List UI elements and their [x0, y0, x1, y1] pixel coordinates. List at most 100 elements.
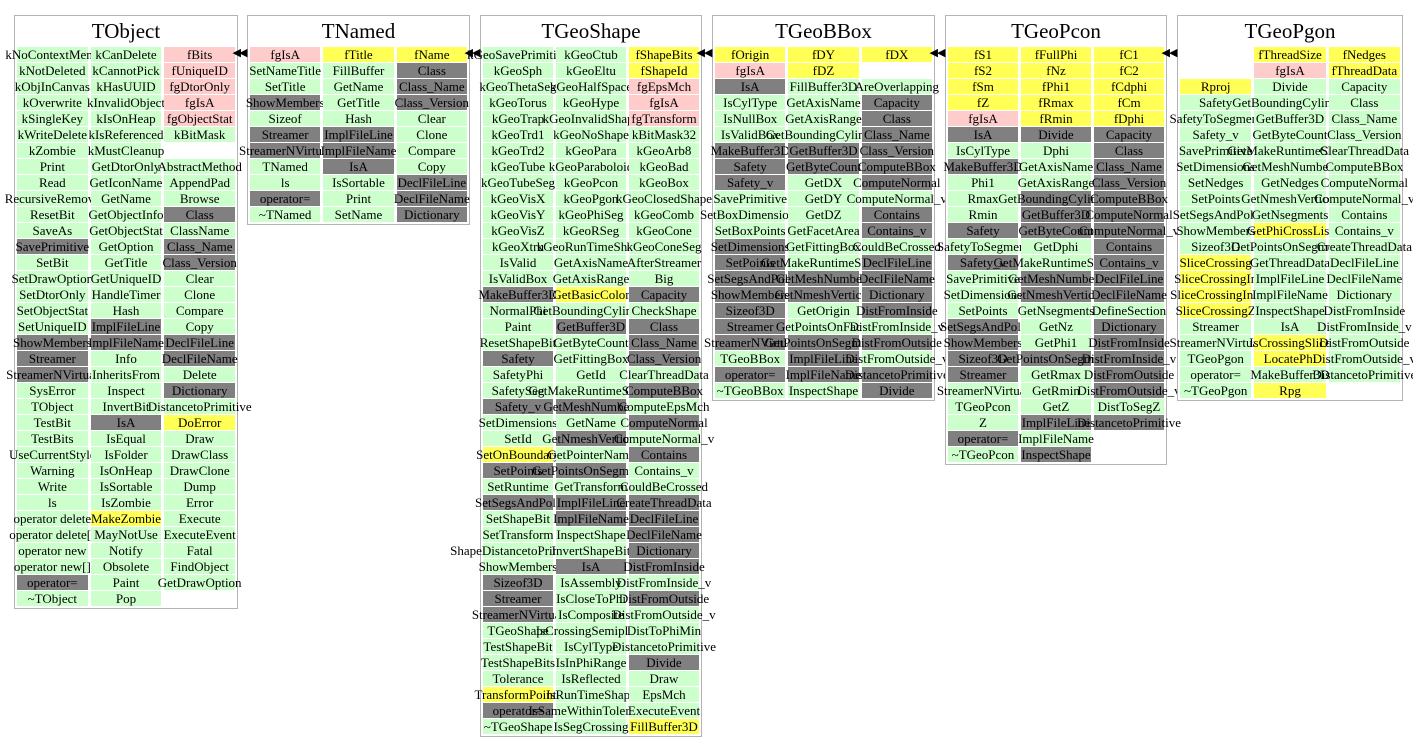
member-cell[interactable]: ShowMembers	[12, 335, 92, 350]
member-cell[interactable]: InspectShape	[1254, 303, 1326, 318]
class-title[interactable]: TGeoPgon	[1244, 19, 1336, 43]
member-cell[interactable]: IsRunTimeShape	[546, 687, 636, 702]
member-cell[interactable]: IsA	[90, 415, 162, 430]
member-cell[interactable]: SetRuntime	[483, 479, 553, 494]
member-cell[interactable]: IsValidBox	[715, 127, 786, 142]
member-cell[interactable]: ComputeNormal_v	[613, 431, 715, 446]
member-cell[interactable]: GetMeshNumbers	[775, 271, 872, 286]
member-cell[interactable]: fNz	[1021, 63, 1091, 78]
member-cell[interactable]: ImplFileLine	[788, 351, 859, 366]
member-cell[interactable]: operator new	[17, 543, 88, 558]
member-cell[interactable]: kGeoPara	[556, 143, 626, 158]
member-cell[interactable]: Capacity	[1094, 127, 1164, 142]
member-cell[interactable]: ~TGeoBBox	[715, 383, 786, 398]
member-cell[interactable]: GetByteCount	[1018, 223, 1094, 238]
member-cell[interactable]: GetRmax	[1021, 367, 1091, 382]
member-cell[interactable]: kGeoRSeg	[556, 223, 626, 238]
member-cell[interactable]: kSingleKey	[17, 111, 88, 126]
member-cell[interactable]: kNotDeleted	[17, 63, 88, 78]
member-cell[interactable]: operator new[]	[13, 559, 91, 574]
member-cell[interactable]: HandleTimer	[90, 287, 162, 302]
member-cell[interactable]: ResetShapeBit	[479, 335, 557, 350]
member-cell[interactable]: fDX	[861, 47, 932, 62]
member-cell[interactable]: SetDimensions	[1176, 159, 1256, 174]
member-cell[interactable]: Class	[1094, 143, 1164, 158]
member-cell[interactable]: TGeoShape	[483, 623, 553, 638]
member-cell[interactable]: Streamer	[17, 351, 88, 366]
member-cell[interactable]: SetDtorOnly	[17, 287, 88, 302]
member-cell[interactable]: GetBoundingCylinder	[1232, 95, 1348, 110]
member-cell[interactable]: Delete	[164, 367, 236, 382]
member-cell[interactable]: DeclFileLine	[629, 511, 699, 526]
member-cell[interactable]: operator=	[1180, 367, 1252, 382]
member-cell[interactable]: DistancetoPrimitive	[844, 367, 949, 382]
member-cell[interactable]: Contains	[1094, 239, 1164, 254]
member-cell[interactable]: MakeBuffer3D	[478, 287, 558, 302]
member-cell[interactable]: fgEpsMch	[629, 79, 699, 94]
member-cell[interactable]: StreamerNVirtual	[1169, 335, 1262, 350]
member-cell[interactable]: Phi1	[948, 175, 1018, 190]
member-cell[interactable]: IsCylType	[556, 639, 626, 654]
member-cell[interactable]: GetPhi1	[1021, 335, 1091, 350]
member-cell[interactable]: operator=	[250, 191, 321, 206]
member-cell[interactable]: kGeoPhiSeg	[556, 207, 626, 222]
class-title[interactable]: TGeoShape	[541, 19, 641, 43]
member-cell[interactable]: GetName	[323, 79, 394, 94]
member-cell[interactable]: SetBoxDimensions	[699, 207, 801, 222]
member-cell[interactable]: fgIsA	[250, 47, 321, 62]
member-cell[interactable]: Capacity	[1328, 79, 1400, 94]
member-cell[interactable]: DistFromOutside	[851, 335, 942, 350]
member-cell[interactable]: InvertBit	[90, 399, 162, 414]
member-cell[interactable]: Class_Version	[394, 95, 470, 110]
member-cell[interactable]: fS2	[948, 63, 1018, 78]
member-cell[interactable]: ~TNamed	[250, 207, 321, 222]
member-cell[interactable]: kCanDelete	[90, 47, 162, 62]
member-cell[interactable]: EpsMch	[629, 687, 699, 702]
member-cell[interactable]: kGeoSavePrimitive	[467, 47, 569, 62]
member-cell[interactable]: IsCloseToPhi	[556, 591, 626, 606]
member-cell[interactable]: SetOnBoundary	[476, 447, 560, 462]
member-cell[interactable]: Class	[629, 319, 699, 334]
member-cell[interactable]: SetBit	[17, 255, 88, 270]
member-cell[interactable]: Contains_v	[1094, 255, 1164, 270]
member-cell[interactable]: GetAxisRange	[552, 271, 630, 286]
member-cell[interactable]: Print	[17, 159, 88, 174]
member-cell[interactable]: TNamed	[250, 159, 321, 174]
member-cell[interactable]: ls	[17, 495, 88, 510]
member-cell[interactable]: GetZ	[1021, 399, 1091, 414]
member-cell[interactable]: kWriteDelete	[17, 127, 88, 142]
member-cell[interactable]: Divide	[1254, 79, 1326, 94]
member-cell[interactable]: GetByteCount	[553, 335, 629, 350]
member-cell[interactable]: ShowMembers	[478, 559, 558, 574]
member-cell[interactable]: GetTitle	[90, 255, 162, 270]
member-cell[interactable]: Safety	[1180, 95, 1252, 110]
member-cell[interactable]: SetSegsAndPols	[707, 271, 794, 286]
member-cell[interactable]: fDphi	[1094, 111, 1164, 126]
member-cell[interactable]: DeclFileName	[626, 527, 702, 542]
member-cell[interactable]: Dump	[164, 479, 236, 494]
member-cell[interactable]: Class_Name	[1328, 111, 1400, 126]
member-cell[interactable]: kIsReferenced	[88, 127, 164, 142]
member-cell[interactable]: SetNedges	[1180, 175, 1252, 190]
member-cell[interactable]: Paint	[483, 319, 553, 334]
member-cell[interactable]: SetSegsAndPols	[940, 319, 1026, 334]
member-cell[interactable]: fDZ	[788, 63, 859, 78]
member-cell[interactable]: Class	[396, 63, 467, 78]
member-cell[interactable]: fgTransform	[629, 111, 699, 126]
member-cell[interactable]: DistFromOutside	[1083, 367, 1175, 382]
member-cell[interactable]: TransformPoints	[474, 687, 562, 702]
member-cell[interactable]: Obsolete	[90, 559, 162, 574]
member-cell[interactable]: fgIsA	[715, 63, 786, 78]
member-cell[interactable]: GetPointsOnSegments	[764, 335, 883, 350]
member-cell[interactable]: Class_Version	[1091, 175, 1167, 190]
member-cell[interactable]: IsValid	[483, 255, 553, 270]
member-cell[interactable]: Hash	[323, 111, 394, 126]
member-cell[interactable]: Contains	[1328, 207, 1400, 222]
member-cell[interactable]: Rmax	[948, 191, 1018, 206]
member-cell[interactable]: TestShapeBit	[483, 639, 553, 654]
member-cell[interactable]: Class_Name	[1094, 159, 1164, 174]
member-cell[interactable]: DistFromInside	[1323, 303, 1406, 318]
member-cell[interactable]: kGeoTrd2	[483, 143, 553, 158]
member-cell[interactable]: InspectShape	[788, 383, 859, 398]
member-cell[interactable]: DoError	[164, 415, 236, 430]
